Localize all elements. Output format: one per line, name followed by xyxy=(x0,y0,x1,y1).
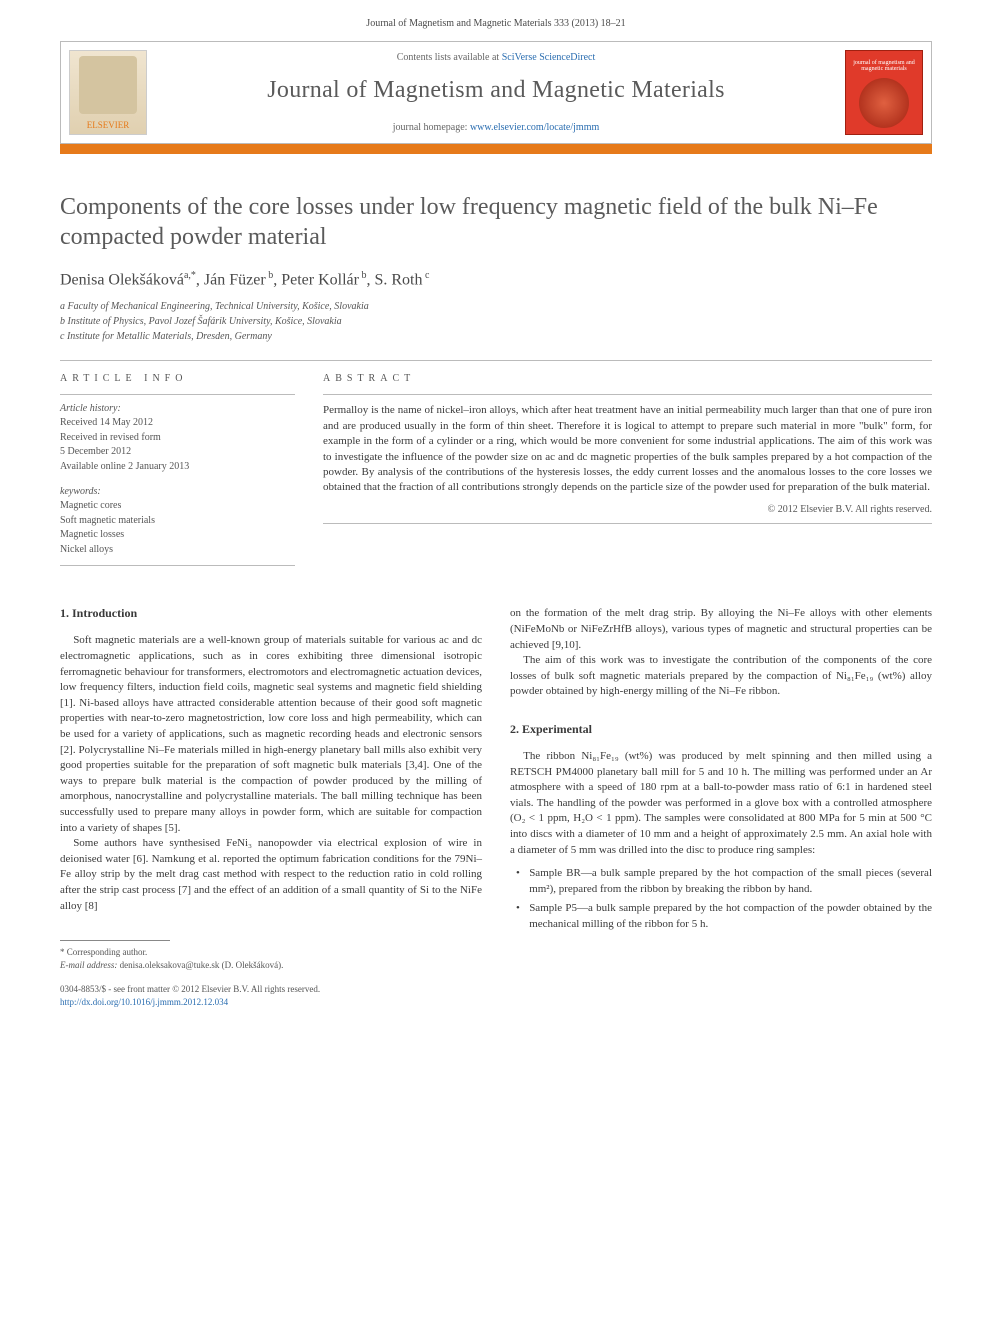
history-item: Received in revised form xyxy=(60,431,295,446)
right-column: on the formation of the melt drag strip.… xyxy=(510,606,932,1008)
col2-aim: The aim of this work was to investigate … xyxy=(510,653,932,700)
list-item: Sample P5—a bulk sample prepared by the … xyxy=(529,901,932,932)
journal-masthead: ELSEVIER Contents lists available at Sci… xyxy=(60,41,932,144)
keyword-item: Magnetic losses xyxy=(60,528,295,543)
article-info-bottom-rule xyxy=(60,565,295,566)
journal-name: Journal of Magnetism and Magnetic Materi… xyxy=(156,77,836,104)
intro-paragraph: Some authors have synthesised FeNi₃ nano… xyxy=(60,836,482,914)
keyword-item: Nickel alloys xyxy=(60,543,295,558)
left-column: 1. Introduction Soft magnetic materials … xyxy=(60,606,482,1008)
article-info-label: ARTICLE INFO xyxy=(60,373,295,384)
orange-rule xyxy=(60,144,932,154)
elsevier-logo: ELSEVIER xyxy=(69,50,147,135)
list-item: Sample BR—a bulk sample prepared by the … xyxy=(529,866,932,897)
footnote-rule xyxy=(60,940,170,941)
keyword-item: Soft magnetic materials xyxy=(60,514,295,529)
abstract-column: ABSTRACT Permalloy is the name of nickel… xyxy=(323,373,932,557)
affiliation-c: c Institute for Metallic Materials, Dres… xyxy=(60,329,932,344)
sciencedirect-link[interactable]: SciVerse ScienceDirect xyxy=(502,52,596,63)
abstract-label: ABSTRACT xyxy=(323,373,932,384)
authors-line: Denisa Olekšákováa,*, Ján Füzer b, Peter… xyxy=(60,270,932,289)
history-label: Article history: xyxy=(60,403,295,414)
history-item: 5 December 2012 xyxy=(60,445,295,460)
corresponding-author: * Corresponding author. xyxy=(60,946,482,959)
citation-header: Journal of Magnetism and Magnetic Materi… xyxy=(0,0,992,41)
intro-heading: 1. Introduction xyxy=(60,606,482,621)
elsevier-label: ELSEVIER xyxy=(87,120,130,130)
article-info-rule xyxy=(60,394,295,395)
keyword-item: Magnetic cores xyxy=(60,499,295,514)
sample-list: Sample BR—a bulk sample prepared by the … xyxy=(510,866,932,932)
doi-block: 0304-8853/$ - see front matter © 2012 El… xyxy=(60,983,482,1008)
contents-line: Contents lists available at SciVerse Sci… xyxy=(156,52,836,63)
affiliation-a: a Faculty of Mechanical Engineering, Tec… xyxy=(60,299,932,314)
journal-cover-thumb: journal of magnetism and magnetic materi… xyxy=(845,50,923,135)
experimental-heading: 2. Experimental xyxy=(510,722,932,737)
cover-swirl-icon xyxy=(859,78,909,128)
history-item: Received 14 May 2012 xyxy=(60,416,295,431)
homepage-line: journal homepage: www.elsevier.com/locat… xyxy=(156,122,836,133)
article-content: Components of the core losses under low … xyxy=(0,154,992,1039)
col2-continuation: on the formation of the melt drag strip.… xyxy=(510,606,932,653)
info-abstract-row: ARTICLE INFO Article history: Received 1… xyxy=(60,373,932,557)
issn-line: 0304-8853/$ - see front matter © 2012 El… xyxy=(60,983,482,996)
abstract-rule xyxy=(323,394,932,395)
email-line: E-mail address: denisa.oleksakova@tuke.s… xyxy=(60,959,482,972)
journal-homepage-link[interactable]: www.elsevier.com/locate/jmmm xyxy=(470,122,599,133)
affiliation-b: b Institute of Physics, Pavol Jozef Šafá… xyxy=(60,314,932,329)
doi-link[interactable]: http://dx.doi.org/10.1016/j.jmmm.2012.12… xyxy=(60,997,228,1007)
intro-paragraph: Soft magnetic materials are a well-known… xyxy=(60,633,482,836)
keywords-label: keywords: xyxy=(60,486,295,497)
experimental-paragraph: The ribbon Ni₈₁Fe₁₉ (wt%) was produced b… xyxy=(510,749,932,858)
info-top-rule xyxy=(60,360,932,361)
history-item: Available online 2 January 2013 xyxy=(60,460,295,475)
abstract-copyright: © 2012 Elsevier B.V. All rights reserved… xyxy=(323,504,932,515)
elsevier-tree-icon xyxy=(79,56,137,114)
affiliations: a Faculty of Mechanical Engineering, Tec… xyxy=(60,299,932,344)
abstract-text: Permalloy is the name of nickel–iron all… xyxy=(323,403,932,495)
article-title: Components of the core losses under low … xyxy=(60,192,932,252)
abstract-bottom-rule xyxy=(323,523,932,524)
body-columns: 1. Introduction Soft magnetic materials … xyxy=(60,606,932,1008)
article-info-column: ARTICLE INFO Article history: Received 1… xyxy=(60,373,295,557)
